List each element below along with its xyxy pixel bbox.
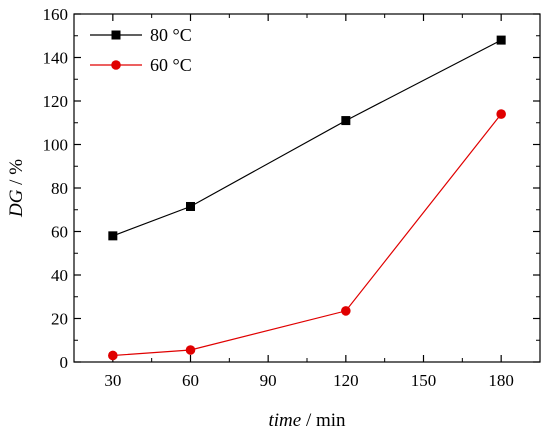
data-point (186, 201, 195, 211)
data-point (108, 350, 118, 361)
legend-marker (111, 30, 121, 40)
x-axis: 30 60 90 120 150 180 (104, 14, 514, 390)
data-point (185, 345, 196, 355)
x-axis-variable: time (268, 410, 301, 431)
data-point (341, 116, 351, 126)
series-line (112, 113, 502, 357)
series-0 (108, 35, 506, 241)
x-tick-label: 150 (411, 371, 437, 390)
y-tick-label: 100 (43, 136, 69, 155)
legend-marker (111, 60, 121, 70)
x-tick-label: 90 (260, 371, 277, 390)
y-axis-variable: DG (6, 189, 27, 218)
legend-label: 80 °C (150, 25, 192, 45)
y-tick-label: 120 (43, 92, 69, 111)
y-tick-label: 80 (51, 179, 68, 198)
legend-label: 60 °C (150, 55, 192, 75)
y-tick-label: 140 (43, 49, 69, 68)
x-axis-label: time / min (268, 410, 346, 431)
data-point (341, 306, 351, 316)
y-tick-label: 160 (43, 5, 69, 24)
x-tick-label: 180 (488, 371, 514, 390)
y-axis: 0 20 40 60 80 100 120 140 160 (43, 5, 540, 372)
series-line (112, 39, 502, 237)
series-layer (108, 35, 506, 361)
legend-item: 60 °C (90, 55, 192, 75)
x-tick-label: 60 (182, 371, 199, 390)
y-axis-unit: / % (6, 159, 27, 190)
data-point (496, 35, 506, 45)
data-point (496, 109, 506, 119)
data-point (108, 231, 118, 241)
y-axis-label: DG / % (6, 159, 27, 218)
x-tick-label: 30 (104, 371, 121, 390)
y-tick-label: 40 (51, 266, 68, 285)
legend-item: 80 °C (90, 25, 192, 45)
series-1 (108, 109, 506, 361)
y-tick-label: 0 (60, 353, 69, 372)
x-axis-unit: / min (301, 410, 346, 431)
plot-frame (73, 13, 541, 363)
y-tick-label: 60 (51, 223, 68, 242)
legend: 80 °C 60 °C (90, 25, 192, 75)
y-tick-label: 20 (51, 310, 68, 329)
x-tick-label: 120 (333, 371, 359, 390)
